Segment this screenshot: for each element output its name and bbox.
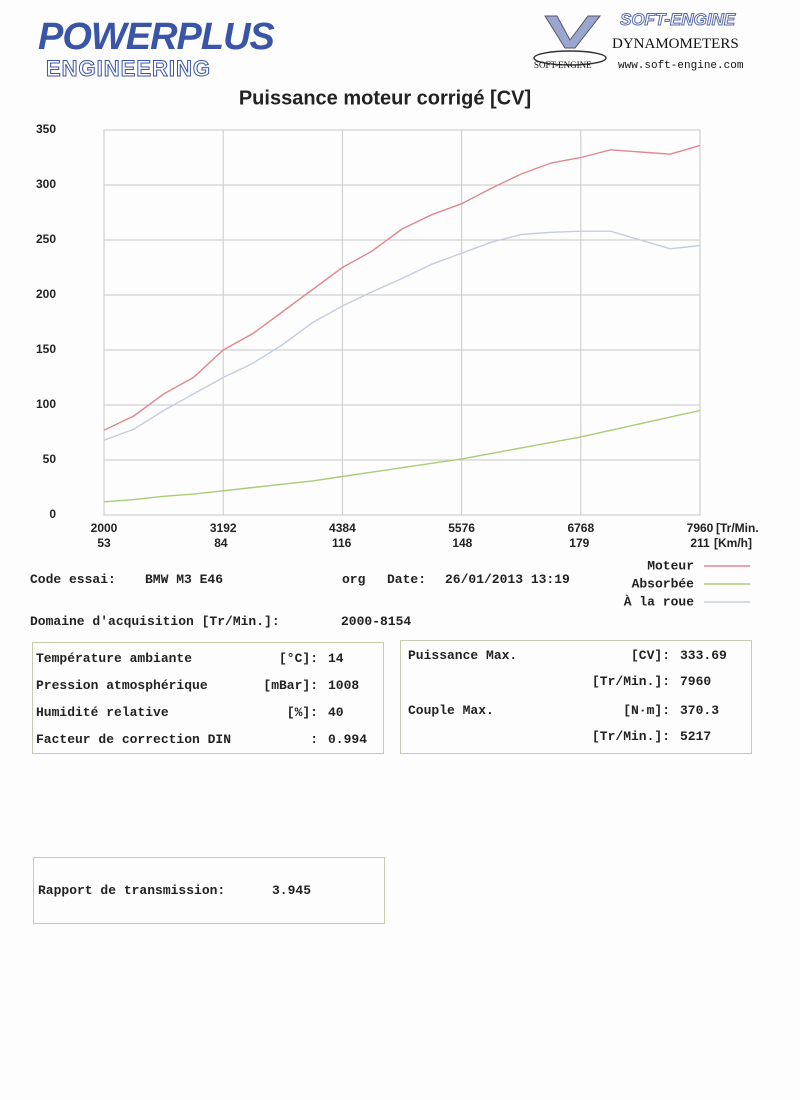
x2-tick-label: 179 [569, 536, 589, 550]
brand-sub: ENGINEERING [45, 56, 212, 82]
legend-label: À la roue [624, 594, 694, 609]
result-value: 370.3 [680, 703, 720, 718]
x-unit: [Tr/Min. [716, 521, 759, 535]
y-tick-label: 350 [36, 122, 56, 136]
partner-logo [533, 15, 607, 66]
x-tick-label: 2000 [91, 521, 118, 535]
partner-sub: DYNAMOMETERS [612, 36, 739, 52]
chart-title: Puissance moteur corrigé [CV] [239, 87, 531, 109]
result-rpm-unit: [Tr/Min.]: [591, 674, 670, 689]
partner-badge: SOFT-ENGINE [534, 60, 592, 70]
result-unit: [CV]: [630, 648, 670, 663]
results-box [400, 640, 752, 754]
date: 26/01/2013 13:19 [445, 572, 570, 587]
condition-unit: [mBar]: [263, 678, 318, 693]
transmission-value: 3.945 [272, 883, 312, 898]
result-label: Couple Max. [408, 703, 494, 718]
range-label: Domaine d'acquisition [Tr/Min.]: [30, 614, 280, 629]
condition-label: Pression atmosphérique [36, 678, 208, 693]
chart: Puissance moteur corrigé [CV] 0 50 100 150 2… [36, 87, 759, 609]
code-suffix: org [342, 572, 366, 587]
y-tick-label: 50 [43, 452, 57, 466]
conditions-box [32, 642, 384, 754]
condition-value: 14 [328, 651, 344, 666]
y-tick-label: 100 [36, 397, 56, 411]
x2-tick-label: 148 [452, 536, 472, 550]
code: BMW M3 E46 [145, 572, 224, 587]
x-tick-label: 5576 [448, 521, 475, 535]
result-rpm: 7960 [680, 674, 712, 689]
transmission-box [33, 857, 385, 924]
code-label: Code essai: [30, 572, 116, 587]
series-line [103, 409, 701, 503]
condition-label: Humidité relative [36, 705, 169, 720]
brand: POWERPLUS [38, 16, 275, 58]
range: 2000-8154 [341, 614, 412, 629]
y-tick-label: 0 [49, 507, 56, 521]
legend-label: Absorbée [632, 576, 695, 591]
result-rpm: 5217 [680, 729, 712, 744]
y-tick-label: 300 [36, 177, 56, 191]
x2-tick-label: 211 [690, 536, 710, 550]
transmission-label: Rapport de transmission: [38, 883, 226, 898]
condition-unit: [°C]: [278, 651, 318, 666]
series-line [103, 230, 701, 441]
x2-tick-label: 84 [214, 536, 228, 550]
result-value: 333.69 [680, 648, 727, 663]
x-tick-label: 6768 [567, 521, 594, 535]
condition-unit: [%]: [286, 705, 318, 720]
condition-value: 1008 [328, 678, 360, 693]
y-tick-label: 150 [36, 342, 56, 356]
result-label: Puissance Max. [408, 648, 518, 663]
y-tick-label: 250 [36, 232, 56, 246]
series-line [103, 144, 701, 431]
x2-unit: [Km/h] [714, 536, 752, 550]
y-tick-label: 200 [36, 287, 56, 301]
x2-tick-label: 53 [97, 536, 111, 550]
partner: SOFT-ENGINE [619, 10, 736, 30]
plot-frame [103, 129, 701, 516]
condition-value: 0.994 [328, 732, 368, 747]
x-tick-label: 4384 [329, 521, 356, 535]
x-tick-label: 7960 [687, 521, 714, 535]
x2-tick-label: 116 [332, 536, 352, 550]
legend-label: Moteur [647, 558, 694, 573]
result-rpm-unit: [Tr/Min.]: [591, 729, 670, 744]
date-label: Date: [387, 572, 427, 587]
condition-value: 40 [328, 705, 344, 720]
partner-url: www.soft-engine.com [618, 60, 744, 72]
x-tick-label: 3192 [210, 521, 237, 535]
condition-label: Température ambiante [36, 651, 193, 666]
result-unit: [N·m]: [623, 703, 670, 718]
condition-label: Facteur de correction DIN [36, 732, 232, 747]
condition-unit: : [310, 732, 318, 747]
